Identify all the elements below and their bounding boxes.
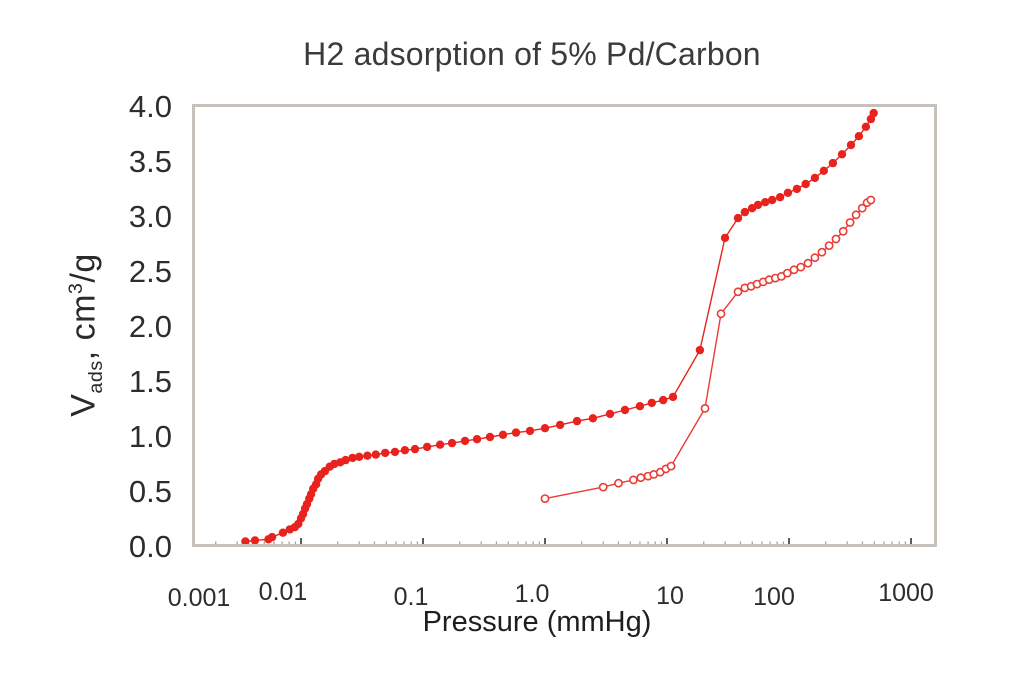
series-line-adsorption-run-2 bbox=[544, 199, 872, 500]
y-tick-label: 4.0 bbox=[128, 89, 172, 124]
x-axis-label: Pressure (mmHg) bbox=[422, 606, 652, 638]
y-tick-label: 3.5 bbox=[128, 144, 172, 179]
series-markers-adsorption-run-1 bbox=[241, 108, 878, 546]
x-tick-label: 0.01 bbox=[258, 578, 308, 606]
series-adsorption-run-1 bbox=[241, 108, 878, 546]
y-tick-label: 2.0 bbox=[128, 309, 172, 344]
y-tick-label: 3.0 bbox=[128, 199, 172, 234]
y-tick-label: 0.5 bbox=[128, 474, 172, 509]
chart-title: H2 adsorption of 5% Pd/Carbon bbox=[303, 36, 761, 72]
series-adsorption-run-2 bbox=[540, 195, 876, 503]
series-markers-adsorption-run-2 bbox=[540, 195, 876, 503]
y-tick-label: 1.5 bbox=[128, 364, 172, 399]
x-tick-label: 0.001 bbox=[167, 584, 231, 612]
series-line-adsorption-run-1 bbox=[245, 112, 875, 543]
y-tick-label: 1.0 bbox=[128, 419, 172, 454]
y-tick-label: 0.0 bbox=[128, 529, 172, 564]
x-tick-label: 0.1 bbox=[393, 583, 429, 611]
plot-frame bbox=[192, 104, 937, 547]
x-tick-label: 10 bbox=[656, 582, 684, 610]
y-tick-label: 2.5 bbox=[128, 254, 172, 289]
x-tick-label: 100 bbox=[753, 583, 795, 611]
x-tick-label: 1.0 bbox=[514, 580, 550, 608]
x-tick-label: 1000 bbox=[878, 579, 934, 607]
